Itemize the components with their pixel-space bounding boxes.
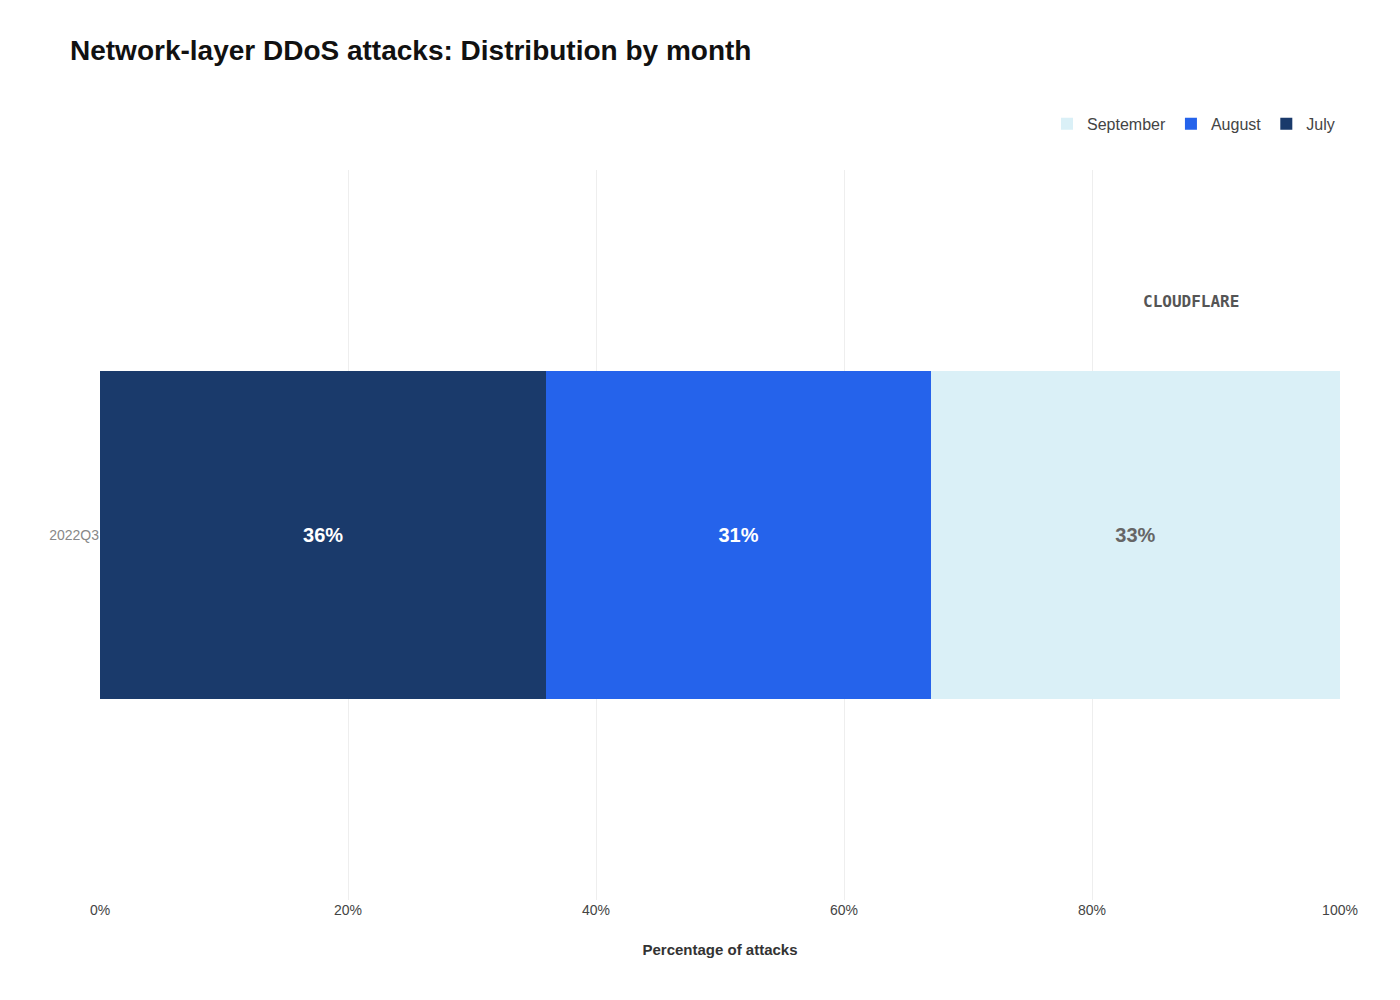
svg-text:CLOUDFLARE: CLOUDFLARE: [1143, 292, 1239, 311]
svg-text:Network-layer DDoS attacks: Di: Network-layer DDoS attacks: Distribution…: [70, 35, 751, 66]
svg-text:31%: 31%: [718, 524, 758, 546]
svg-text:August: August: [1211, 116, 1261, 133]
svg-text:0%: 0%: [90, 902, 110, 918]
svg-text:60%: 60%: [830, 902, 858, 918]
svg-text:Percentage of attacks: Percentage of attacks: [642, 941, 797, 958]
svg-text:40%: 40%: [582, 902, 610, 918]
svg-text:33%: 33%: [1115, 524, 1155, 546]
svg-text:100%: 100%: [1322, 902, 1358, 918]
svg-text:36%: 36%: [303, 524, 343, 546]
svg-text:80%: 80%: [1078, 902, 1106, 918]
svg-text:2022Q3: 2022Q3: [49, 527, 99, 543]
svg-text:20%: 20%: [334, 902, 362, 918]
svg-text:September: September: [1087, 116, 1166, 133]
svg-text:July: July: [1306, 116, 1334, 133]
